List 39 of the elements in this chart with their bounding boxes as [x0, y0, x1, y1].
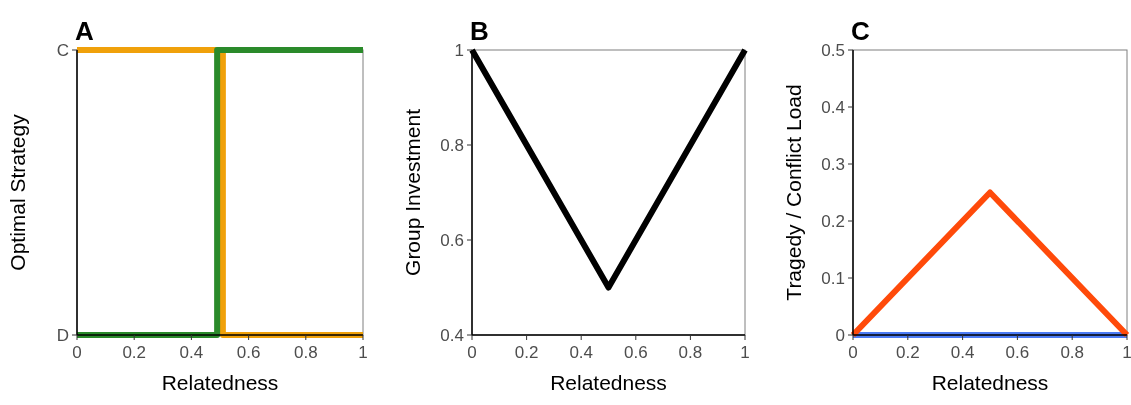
x-tick-label: 1 [740, 343, 750, 362]
x-tick-label: 1 [358, 343, 368, 362]
x-tick-label: 0.4 [569, 343, 594, 362]
text: D [56, 325, 69, 345]
chart-title: B [470, 16, 489, 46]
x-tick-label: 0.8 [293, 343, 318, 362]
x-tick-label: 1 [1122, 343, 1131, 362]
x-axis-title: Relatedness [550, 371, 667, 394]
y-tick-label: 0 [835, 325, 845, 345]
chart-title: C [851, 16, 870, 46]
y-tick-label: 0.8 [440, 135, 464, 155]
x-tick-label: 0.2 [122, 343, 147, 362]
x-tick-label: 0.6 [236, 343, 261, 362]
y-axis-title: Tragedy / Conflict Load [782, 84, 805, 301]
x-tick-label: 0.6 [623, 343, 648, 362]
x-tick-label: 0 [72, 343, 82, 362]
y-tick-label: 0.4 [821, 97, 845, 117]
x-tick-label: 0.4 [179, 343, 204, 362]
x-tick-label: 0 [467, 343, 477, 362]
y-axis-title: Group Investment [401, 108, 424, 276]
x-tick-label: 0.8 [1060, 343, 1085, 362]
chart-title: A [75, 16, 94, 46]
x-tick-label: 0.8 [678, 343, 703, 362]
x-tick-label: 0.6 [1005, 343, 1030, 362]
x-tick-label: 0.2 [514, 343, 539, 362]
x-axis-title: Relatedness [931, 371, 1049, 394]
y-tick-label: 0.6 [440, 230, 464, 250]
x-tick-label: 0 [848, 343, 858, 362]
text: C [56, 40, 69, 60]
y-axis-title: Optimal Strategy [6, 113, 29, 271]
y-tick-label: 1 [454, 40, 464, 60]
y-tick-label: 0.4 [440, 325, 464, 345]
x-tick-label: 0.2 [895, 343, 920, 362]
x-axis-title: Relatedness [161, 371, 279, 394]
y-tick-label: 0.1 [821, 268, 845, 288]
y-tick-label: 0.2 [821, 211, 845, 231]
y-tick-label: 0.5 [821, 40, 845, 60]
y-tick-label: 0.3 [821, 154, 845, 174]
x-tick-label: 0.4 [950, 343, 975, 362]
